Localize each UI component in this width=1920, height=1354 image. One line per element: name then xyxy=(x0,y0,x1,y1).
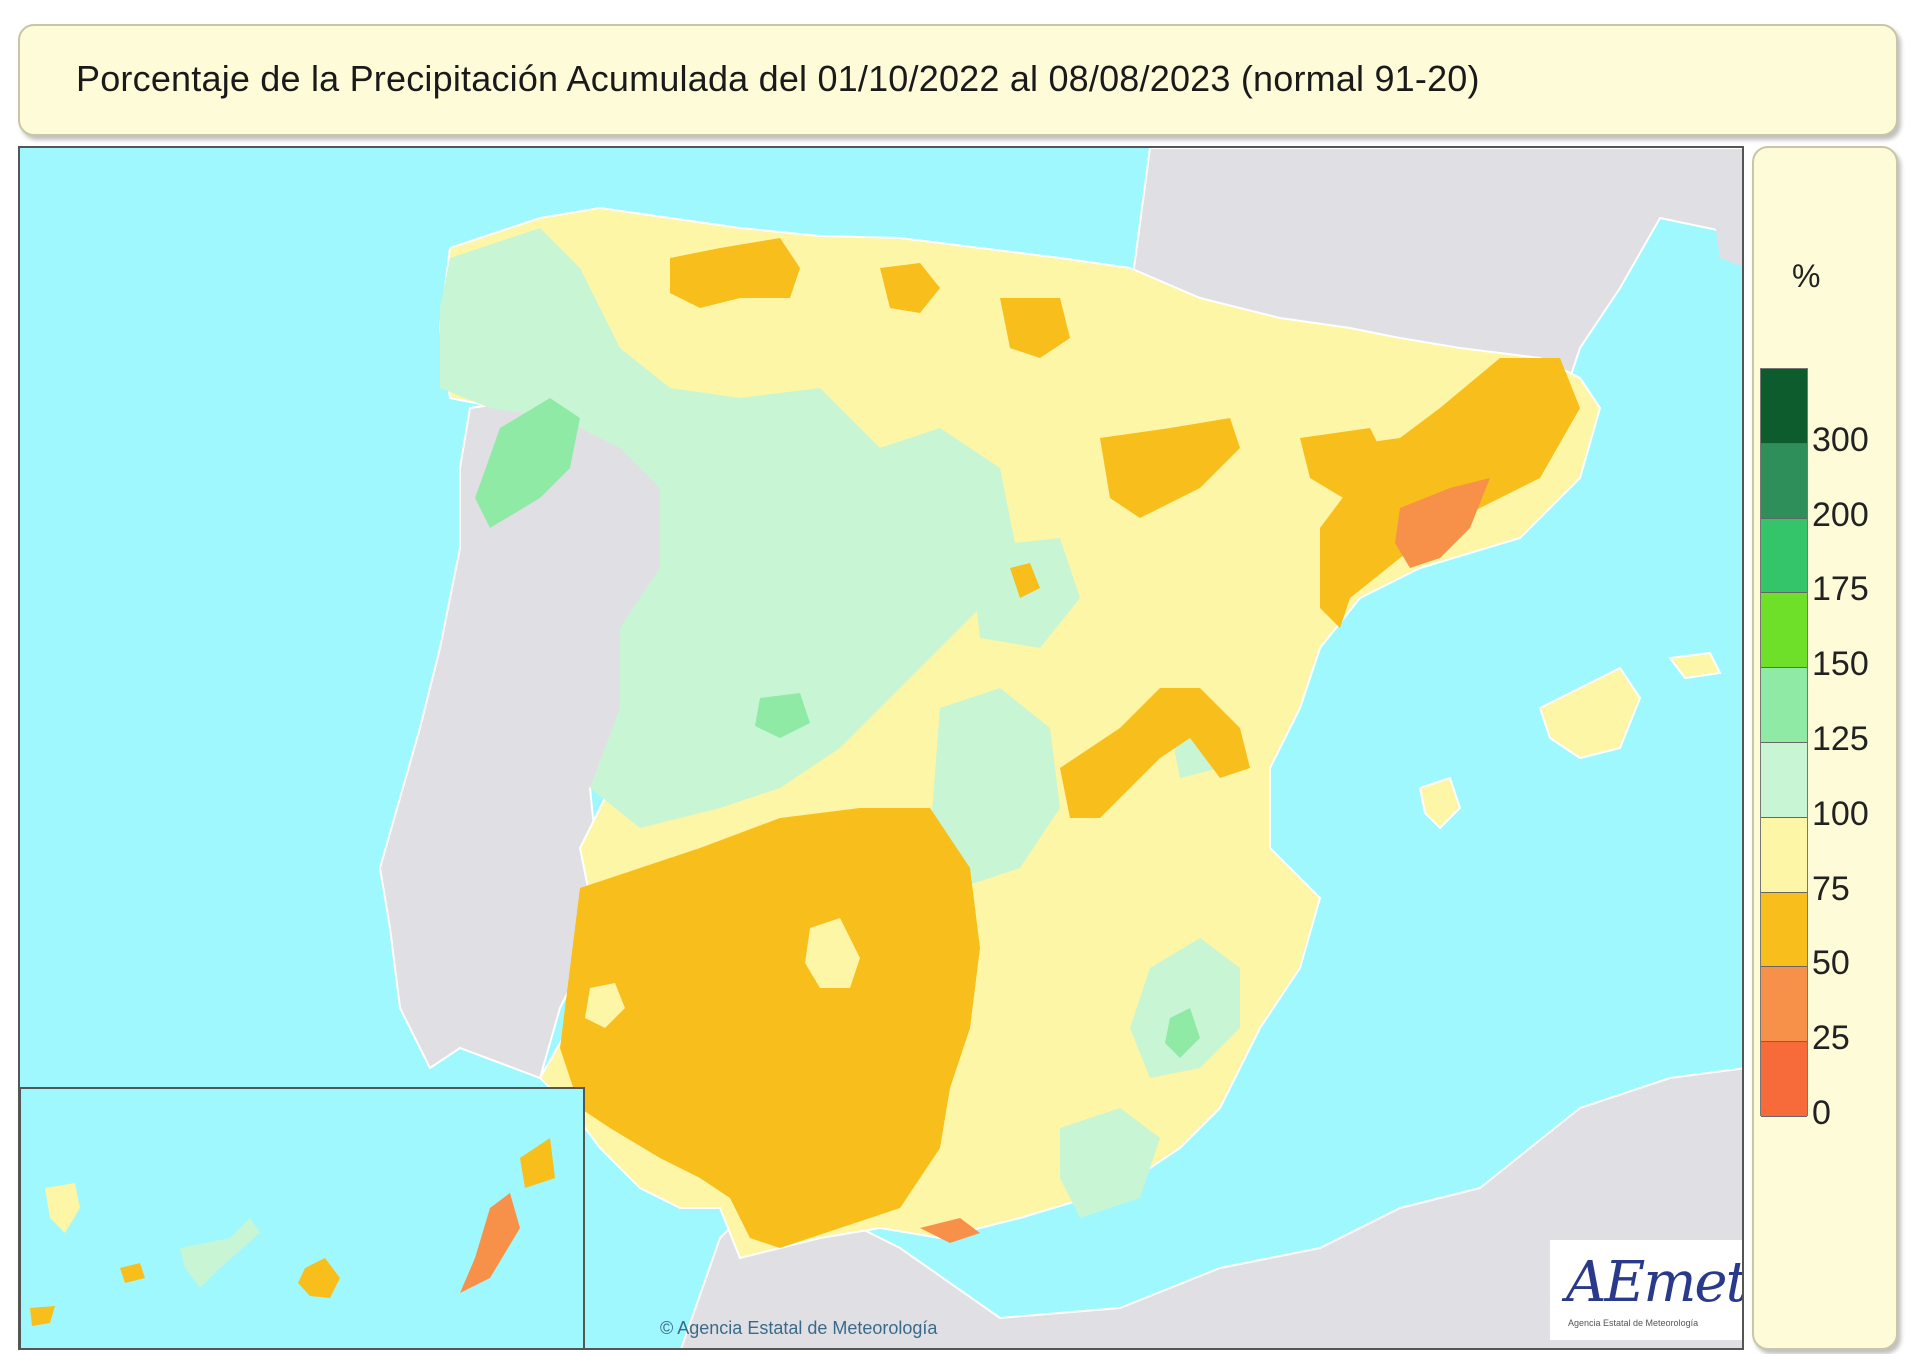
corsica-land xyxy=(1710,179,1742,267)
map-panel: AEmet Agencia Estatal de Meteorología © … xyxy=(18,146,1744,1350)
zone-50-75-rioja xyxy=(1100,418,1240,518)
legend-swatch-175 xyxy=(1761,518,1807,594)
zone-100-125-south xyxy=(1060,1108,1160,1218)
legend-swatch-200 xyxy=(1761,443,1807,519)
legend-label-0: 0 xyxy=(1812,1094,1831,1132)
legend-swatch-150 xyxy=(1761,593,1807,669)
logo-subtitle: Agencia Estatal de Meteorología xyxy=(1568,1318,1699,1328)
zone-125-150-center xyxy=(755,693,810,738)
legend-swatch-100 xyxy=(1761,742,1807,818)
legend-label-50: 50 xyxy=(1812,944,1850,983)
zone-25-50-malaga xyxy=(920,1218,980,1243)
zone-100-125-southeast xyxy=(1130,938,1240,1078)
canary-gomera xyxy=(120,1263,145,1283)
legend-panel: % 300 200 175 150 125 100 75 50 25 0 xyxy=(1752,146,1898,1350)
legend-swatch-25 xyxy=(1761,967,1807,1043)
zone-100-125-northwest xyxy=(440,228,1020,828)
zone-50-75-huelva-hole xyxy=(585,983,625,1028)
logo-text: AEmet xyxy=(1566,1250,1744,1315)
legend-label-100: 100 xyxy=(1812,794,1869,833)
aemet-logo: AEmet Agencia Estatal de Meteorología xyxy=(1550,1240,1744,1340)
zone-50-75-burgos xyxy=(1000,298,1070,358)
canary-tenerife xyxy=(180,1218,260,1288)
menorca xyxy=(1668,651,1722,680)
zone-50-75-cuenca xyxy=(1060,688,1250,818)
canary-grancanaria xyxy=(298,1258,340,1298)
legend-label-25: 25 xyxy=(1812,1019,1850,1058)
legend-swatch-125 xyxy=(1761,668,1807,743)
legend-color-bar xyxy=(1760,368,1808,1117)
zone-50-75-asturias xyxy=(670,238,800,308)
ibiza xyxy=(1418,776,1462,830)
legend-swatch-300 xyxy=(1761,369,1807,444)
zone-25-50-tarragona xyxy=(1395,478,1490,568)
zone-125-150-southeast xyxy=(1165,1008,1200,1058)
canary-hierro xyxy=(30,1306,55,1326)
canary-lapalma xyxy=(45,1183,80,1233)
legend-label-125: 125 xyxy=(1812,720,1869,758)
zone-50-75-andalucia xyxy=(560,808,980,1248)
legend-label-175: 175 xyxy=(1812,570,1869,609)
legend-label-300: 300 xyxy=(1812,420,1869,459)
mallorca xyxy=(1538,666,1642,760)
credit-text: © Agencia Estatal de Meteorología xyxy=(660,1318,938,1338)
canary-fuerteventura xyxy=(460,1193,520,1293)
zone-100-125-center xyxy=(930,688,1060,888)
legend-swatch-50 xyxy=(1761,892,1807,968)
zone-125-150-galicia xyxy=(475,398,580,528)
zone-50-75-teruel xyxy=(1300,428,1390,508)
legend-label-200: 200 xyxy=(1812,495,1869,534)
precipitation-map xyxy=(20,148,1742,1348)
zone-50-75-cantabria xyxy=(880,263,940,313)
title-panel: Porcentaje de la Precipitación Acumulada… xyxy=(18,24,1898,136)
zone-50-75-center-spot xyxy=(1010,563,1040,598)
canary-lanzarote xyxy=(520,1138,555,1188)
zone-50-75-sevilla-hole xyxy=(805,918,860,988)
map-title: Porcentaje de la Precipitación Acumulada… xyxy=(76,58,1480,99)
legend-label-150: 150 xyxy=(1812,645,1869,684)
legend-label-75: 75 xyxy=(1812,869,1850,908)
legend-swatch-75 xyxy=(1761,817,1807,893)
legend-unit: % xyxy=(1792,258,1821,294)
legend-swatch-0 xyxy=(1761,1042,1807,1117)
